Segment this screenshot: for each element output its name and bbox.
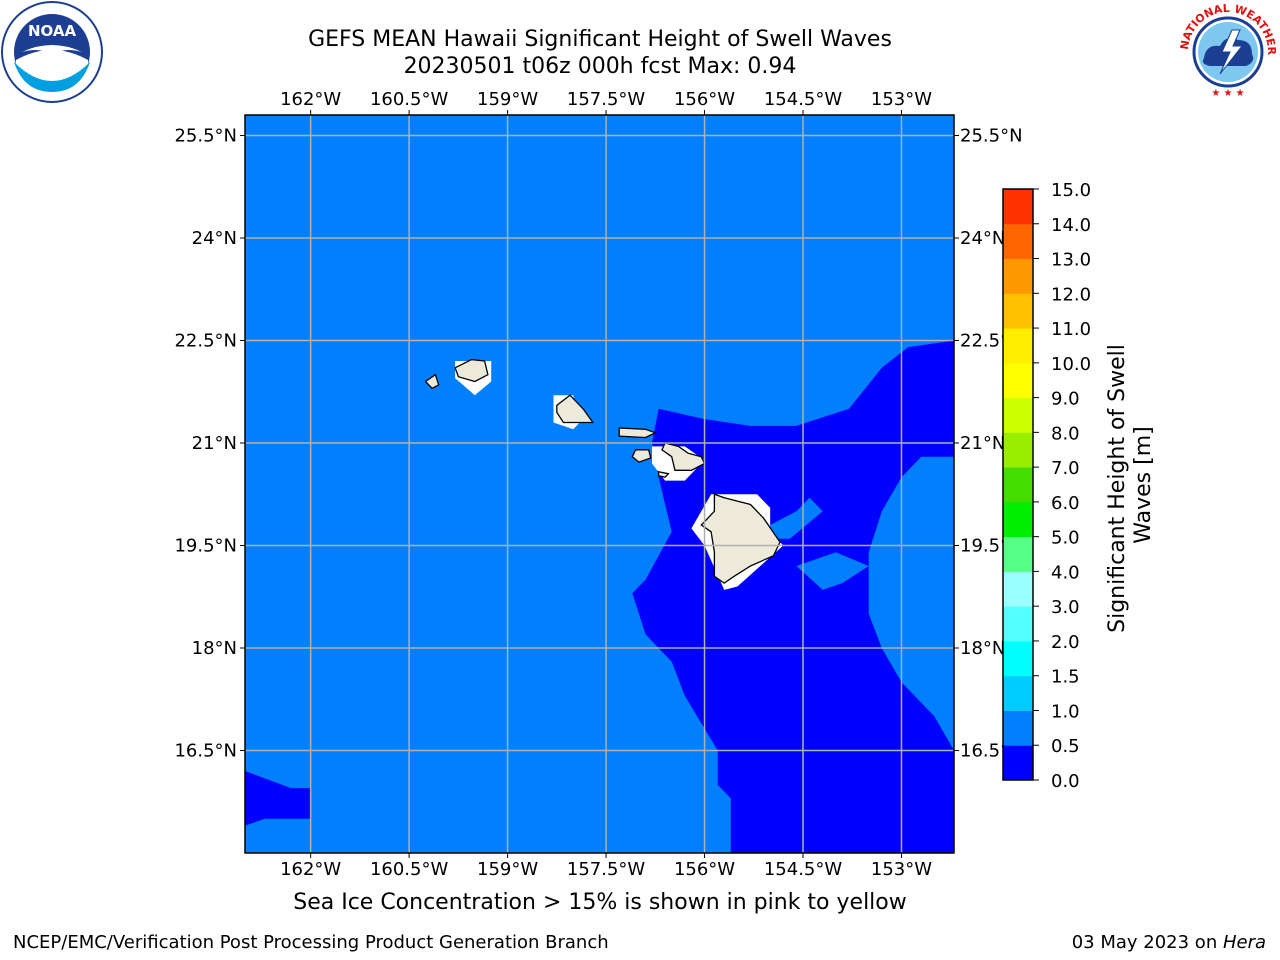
lon-tick-label-top: 154.5°W — [764, 89, 843, 110]
swell-region-0-0.5m — [245, 771, 311, 826]
lat-tick-label-right: 21°N — [960, 433, 1005, 454]
lat-tick-label-left: 19.5°N — [174, 536, 237, 557]
colorbar-tick-label: 3.0 — [1051, 597, 1080, 618]
axis-labels: 162°W 162°W 160.5°W 160.5°W 159°W 159°W 157.5°… — [174, 89, 1022, 880]
island-niihau — [424, 373, 440, 390]
swell-region-0-0.5m — [632, 340, 954, 853]
lat-tick-label-right: 18°N — [960, 638, 1005, 659]
forecast-subtitle: 20230501 t06z 000h fcst Max: 0.94 — [403, 54, 797, 79]
footer-host: Hera — [1222, 932, 1266, 953]
colorbar-segment — [1003, 362, 1033, 399]
colorbar-tick-label: 9.0 — [1051, 389, 1080, 410]
colorbar-label-line1: Significant Height of Swell — [1105, 344, 1130, 633]
colorbar-label: Significant Height of Swell Waves [m] — [1105, 337, 1156, 633]
colorbar-tick-label: 5.0 — [1051, 528, 1080, 549]
map-title: GEFS MEAN Hawaii Significant Height of S… — [308, 27, 892, 52]
swell-region-0.5-1m — [770, 497, 823, 539]
colorbar-segment — [1003, 432, 1033, 468]
colorbar-segment — [1003, 467, 1033, 503]
lon-tick-label-bottom: 157.5°W — [567, 859, 646, 880]
colorbar-segment — [1003, 536, 1033, 572]
lon-tick-label-bottom: 159°W — [477, 859, 538, 880]
lon-tick-label-bottom: 156°W — [674, 859, 735, 880]
noaa-logo-text: NOAA — [28, 22, 77, 40]
lat-tick-label-left: 22.5°N — [174, 331, 237, 352]
swell-region-0.5-1m — [868, 456, 954, 751]
colorbar-segment — [1003, 606, 1033, 642]
colorbar-segment — [1003, 397, 1033, 433]
colorbar-segment — [1003, 293, 1033, 329]
colorbar-segment — [1003, 640, 1033, 677]
noaa-logo: NOAA — [1, 1, 103, 103]
colorbar-segment — [1003, 710, 1033, 746]
lat-tick-label-left: 18°N — [192, 638, 237, 659]
colorbar-tick-label: 12.0 — [1051, 284, 1091, 305]
lon-tick-label-top: 157.5°W — [567, 89, 646, 110]
island-kahoolawe — [657, 470, 670, 478]
colorbar-tick-label: 8.0 — [1051, 423, 1080, 444]
colorbar-tick-label: 0.0 — [1051, 771, 1080, 792]
colorbar-tick-label: 10.0 — [1051, 354, 1091, 375]
swell-region-0.5-1m — [796, 552, 869, 590]
lon-tick-label-top: 162°W — [280, 89, 341, 110]
colorbar-tick-label: 6.0 — [1051, 493, 1080, 514]
colorbar-segment — [1003, 501, 1033, 538]
colorbar-segment — [1003, 258, 1033, 294]
lon-tick-label-bottom: 160.5°W — [370, 859, 449, 880]
lat-tick-label-right: 25.5°N — [960, 126, 1023, 147]
lat-tick-label-left: 16.5°N — [174, 741, 237, 762]
island-kauai — [454, 358, 489, 383]
colorbar-frame — [1002, 188, 1034, 781]
sea-ice-caption: Sea Ice Concentration > 15% is shown in … — [293, 890, 907, 915]
colorbar-segment — [1003, 223, 1033, 260]
map-frame — [244, 114, 955, 854]
colorbar-tick-label: 15.0 — [1051, 180, 1091, 201]
lat-tick-label-left: 24°N — [192, 228, 237, 249]
colorbar-segment — [1003, 675, 1033, 711]
colorbar-segment — [1003, 189, 1033, 225]
lon-tick-label-top: 160.5°W — [370, 89, 449, 110]
map-plot-area — [245, 115, 954, 853]
colorbar-tick-label: 14.0 — [1051, 215, 1091, 236]
lon-tick-label-top: 156°W — [674, 89, 735, 110]
nws-logo: NATIONAL WEATHER SERVICE ★ ★ ★ — [1176, 0, 1278, 100]
lon-tick-label-bottom: 154.5°W — [764, 859, 843, 880]
colorbar-tick-label: 0.5 — [1051, 736, 1080, 757]
island-maui — [661, 442, 706, 471]
colorbar-tick-label: 2.0 — [1051, 632, 1080, 653]
colorbar-tick-label: 11.0 — [1051, 319, 1091, 340]
lon-tick-label-bottom: 162°W — [280, 859, 341, 880]
colorbar-segment — [1003, 328, 1033, 364]
colorbar-segment — [1003, 745, 1033, 781]
lon-tick-label-top: 153°W — [871, 89, 932, 110]
nws-stars: ★ ★ ★ — [1211, 88, 1244, 99]
footer-date: 03 May 2023 on Hera — [1072, 932, 1266, 953]
footer-credit: NCEP/EMC/Verification Post Processing Pr… — [13, 932, 609, 953]
island-oahu — [556, 394, 595, 424]
island-lanai — [631, 449, 652, 463]
colorbar-tick-label: 7.0 — [1051, 458, 1080, 479]
lon-tick-label-top: 159°W — [477, 89, 538, 110]
colorbar-tick-label: 1.5 — [1051, 667, 1080, 688]
lat-tick-label-left: 21°N — [192, 433, 237, 454]
colorbar-tick-label: 1.0 — [1051, 701, 1080, 722]
colorbar-segment — [1003, 571, 1033, 607]
lon-tick-label-bottom: 153°W — [871, 859, 932, 880]
colorbar: 0.0 0.5 1.0 1.5 2.0 3.0 4.0 5.0 6.0 7.0 8.0 9.0 10.0… — [1002, 180, 1091, 792]
lat-tick-label-right: 24°N — [960, 228, 1005, 249]
colorbar-tick-label: 13.0 — [1051, 250, 1091, 271]
colorbar-label-line2: Waves [m] — [1131, 426, 1156, 543]
lat-tick-label-left: 25.5°N — [174, 126, 237, 147]
graticule — [245, 115, 954, 853]
island-molokai — [618, 427, 657, 439]
footer-date-text: 03 May 2023 on — [1071, 932, 1223, 953]
colorbar-tick-label: 4.0 — [1051, 562, 1080, 583]
